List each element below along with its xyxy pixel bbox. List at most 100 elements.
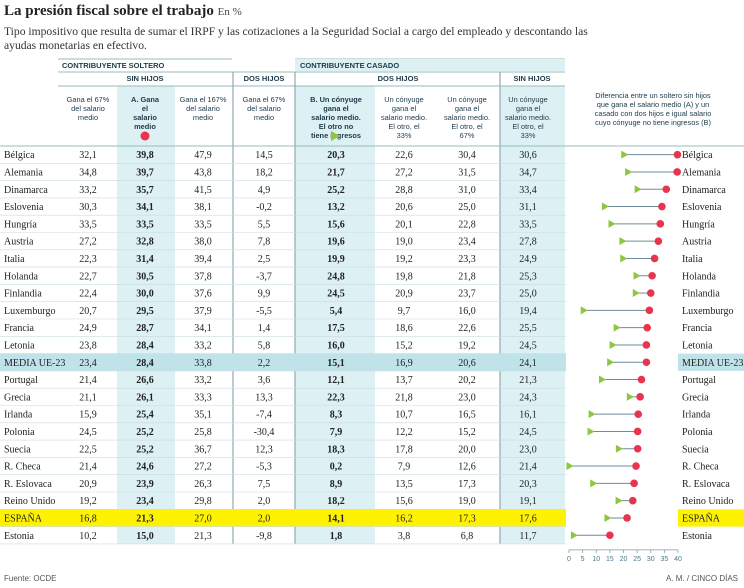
cell-value: 21,3 bbox=[194, 531, 212, 542]
cell-value: 24,5 bbox=[79, 427, 97, 438]
cell-value: 14,1 bbox=[327, 513, 345, 524]
country-label: Irlanda bbox=[4, 410, 33, 421]
country-label: Dinamarca bbox=[4, 185, 48, 196]
cell-value: 21,8 bbox=[395, 392, 413, 403]
cell-value: 19,4 bbox=[519, 306, 537, 317]
cell-value: 25,4 bbox=[136, 410, 154, 421]
dot-b-triangle bbox=[632, 289, 640, 298]
cell-value: 27,0 bbox=[194, 513, 212, 524]
country-label: Italia bbox=[4, 254, 25, 265]
column-header: Un cónyuge gana el salario medio. El otro, … bbox=[444, 95, 490, 140]
subgroup-dos-hijos-casado: DOS HIJOS bbox=[378, 74, 419, 83]
dot-country-label: Alemania bbox=[682, 167, 721, 178]
cell-value: 28,7 bbox=[136, 323, 154, 334]
cell-value: 9,9 bbox=[258, 289, 271, 300]
cell-value: 15,1 bbox=[327, 358, 345, 369]
dot-country-label: Italia bbox=[682, 254, 703, 265]
dot-country-label: Estonia bbox=[682, 531, 713, 542]
dot-a-circle bbox=[637, 375, 646, 384]
dot-b-triangle bbox=[613, 323, 621, 332]
cell-value: 10,2 bbox=[79, 531, 97, 542]
cell-value: 31,5 bbox=[458, 167, 476, 178]
country-label: Suecia bbox=[4, 444, 31, 455]
cell-value: 36,7 bbox=[194, 444, 212, 455]
dot-a-circle bbox=[643, 323, 652, 332]
dot-b-triangle bbox=[608, 219, 616, 228]
cell-value: 19,8 bbox=[395, 271, 413, 282]
cell-value: 16,1 bbox=[519, 410, 537, 421]
cell-value: 19,9 bbox=[327, 254, 345, 265]
cell-value: 26,3 bbox=[194, 479, 212, 490]
dot-axis-tick-label: 15 bbox=[606, 556, 614, 563]
column-header: Un cónyuge gana el salario medio. El otro, … bbox=[381, 95, 427, 140]
cell-value: 29,5 bbox=[136, 306, 154, 317]
dot-a-circle bbox=[658, 202, 666, 211]
cell-value: 25,2 bbox=[327, 185, 345, 196]
country-label: Francia bbox=[4, 323, 35, 334]
cell-value: 18,2 bbox=[255, 167, 273, 178]
country-label: Alemania bbox=[4, 167, 43, 178]
cell-value: 15,6 bbox=[327, 219, 345, 230]
dot-b-triangle bbox=[607, 358, 615, 367]
cell-value: 21,1 bbox=[79, 392, 97, 403]
cell-value: -30,4 bbox=[254, 427, 275, 438]
cell-value: 24,5 bbox=[519, 340, 537, 351]
cell-value: 13,7 bbox=[395, 375, 413, 386]
dot-country-label: Reino Unido bbox=[682, 496, 733, 507]
cell-value: 19,6 bbox=[327, 237, 345, 248]
dot-a-circle bbox=[662, 185, 671, 194]
dot-country-label: Francia bbox=[682, 323, 713, 334]
cell-value: 12,3 bbox=[255, 444, 273, 455]
cell-value: 37,6 bbox=[194, 289, 212, 300]
cell-value: 26,6 bbox=[136, 375, 154, 386]
cell-value: 19,0 bbox=[458, 496, 476, 507]
cell-value: 21,8 bbox=[458, 271, 476, 282]
cell-value: 8,9 bbox=[330, 479, 343, 490]
country-label: Polonia bbox=[4, 427, 35, 438]
cell-value: 15,9 bbox=[79, 410, 97, 421]
cell-value: 15,2 bbox=[458, 427, 476, 438]
legend-a-dot bbox=[140, 131, 150, 141]
cell-value: 24,9 bbox=[519, 254, 537, 265]
cell-value: 29,8 bbox=[194, 496, 212, 507]
cell-value: 22,6 bbox=[458, 323, 476, 334]
dot-country-label: MEDIA UE-23 bbox=[682, 358, 743, 369]
cell-value: 20,7 bbox=[79, 306, 97, 317]
country-label: Finlandia bbox=[4, 289, 42, 300]
chart-title: La presión fiscal sobre el trabajo En % bbox=[4, 3, 242, 20]
cell-value: 31,1 bbox=[519, 202, 537, 213]
legend-b-triangle bbox=[331, 131, 340, 141]
cell-value: 26,1 bbox=[136, 392, 154, 403]
cell-value: 33,5 bbox=[519, 219, 537, 230]
country-label: Letonia bbox=[4, 340, 35, 351]
group-casado-label: CONTRIBUYENTE CASADO bbox=[300, 61, 399, 70]
dot-axis-tick-label: 5 bbox=[581, 556, 585, 563]
dot-a-circle bbox=[648, 271, 656, 280]
cell-value: 22,7 bbox=[79, 271, 97, 282]
cell-value: 0,2 bbox=[330, 462, 343, 473]
cell-value: 17,3 bbox=[458, 479, 476, 490]
cell-value: 7,8 bbox=[258, 237, 271, 248]
column-header: Un cónyuge gana el salario medio. El otro, … bbox=[505, 95, 551, 140]
cell-value: 1,8 bbox=[330, 531, 343, 542]
cell-value: 32,8 bbox=[136, 237, 154, 248]
cell-value: 8,3 bbox=[330, 410, 343, 421]
dot-a-circle bbox=[673, 150, 682, 159]
country-label: R. Eslovaca bbox=[4, 479, 52, 490]
cell-value: 2,0 bbox=[258, 513, 271, 524]
dot-axis-tick-label: 40 bbox=[674, 556, 682, 563]
cell-value: 7,9 bbox=[398, 462, 411, 473]
cell-value: 41,5 bbox=[194, 185, 212, 196]
dot-country-label: Eslovenia bbox=[682, 202, 722, 213]
dot-a-circle bbox=[630, 479, 638, 488]
cell-value: 24,6 bbox=[136, 462, 154, 473]
cell-value: 18,3 bbox=[327, 444, 345, 455]
cell-value: 28,8 bbox=[395, 185, 413, 196]
cell-value: 23,4 bbox=[79, 358, 97, 369]
cell-value: 19,2 bbox=[458, 340, 476, 351]
dot-b-triangle bbox=[626, 392, 634, 401]
country-label: Hungría bbox=[4, 219, 37, 230]
subgroup-sin-hijos: SIN HIJOS bbox=[126, 74, 163, 83]
dot-b-triangle bbox=[566, 462, 574, 471]
cell-value: 16,8 bbox=[79, 513, 97, 524]
